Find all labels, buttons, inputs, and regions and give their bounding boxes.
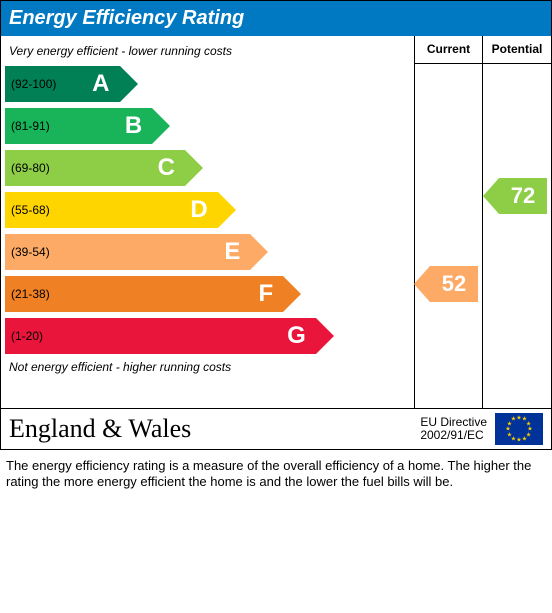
band-bar-d: (55-68) D [5, 192, 218, 228]
current-pointer: 52 [430, 266, 478, 302]
flag-star-icon: ★ [522, 435, 527, 442]
band-range: (55-68) [5, 192, 50, 228]
current-pointer-value: 52 [442, 271, 466, 297]
potential-column: Potential 72 [483, 36, 551, 408]
eu-flag-icon: ★★★★★★★★★★★★ [495, 413, 543, 445]
band-range: (69-80) [5, 150, 50, 186]
band-letter: B [125, 108, 152, 144]
flag-star-icon: ★ [511, 416, 516, 423]
chart-grid: Very energy efficient - lower running co… [1, 36, 551, 408]
band-bar-e: (39-54) E [5, 234, 250, 270]
footer-row: England & Wales EU Directive 2002/91/EC … [1, 408, 551, 449]
epc-chart: Energy Efficiency Rating Very energy eff… [0, 0, 552, 450]
current-column: Current 52 [415, 36, 483, 408]
band-letter: E [224, 234, 250, 270]
directive-line2: 2002/91/EC [420, 429, 487, 442]
band-range: (39-54) [5, 234, 50, 270]
band-letter: A [92, 66, 119, 102]
hint-top: Very energy efficient - lower running co… [5, 42, 414, 62]
region-label: England & Wales [9, 414, 420, 444]
band-row: (39-54) E [5, 232, 414, 272]
current-body: 52 [415, 64, 482, 408]
hint-bottom: Not energy efficient - higher running co… [5, 358, 414, 378]
band-bar-b: (81-91) B [5, 108, 152, 144]
caption-text: The energy efficiency rating is a measur… [0, 450, 552, 501]
potential-header: Potential [483, 36, 551, 64]
band-bar-a: (92-100) A [5, 66, 120, 102]
potential-body: 72 [483, 64, 551, 408]
band-range: (1-20) [5, 318, 43, 354]
band-bar-f: (21-38) F [5, 276, 283, 312]
band-row: (21-38) F [5, 274, 414, 314]
band-row: (69-80) C [5, 148, 414, 188]
band-range: (21-38) [5, 276, 50, 312]
flag-star-icon: ★ [516, 437, 521, 444]
current-header: Current [415, 36, 482, 64]
potential-pointer: 72 [499, 178, 547, 214]
band-range: (92-100) [5, 66, 56, 102]
potential-pointer-value: 72 [511, 183, 535, 209]
band-letter: G [287, 318, 316, 354]
band-range: (81-91) [5, 108, 50, 144]
band-letter: C [158, 150, 185, 186]
band-letter: D [190, 192, 217, 228]
band-row: (55-68) D [5, 190, 414, 230]
bands-column: Very energy efficient - lower running co… [1, 36, 415, 408]
band-bar-g: (1-20) G [5, 318, 316, 354]
chart-title: Energy Efficiency Rating [1, 1, 551, 36]
eu-directive: EU Directive 2002/91/EC [420, 416, 487, 442]
bars-container: (92-100) A (81-91) B (69-80) C (55-68) D (39-54)… [5, 64, 414, 356]
band-row: (92-100) A [5, 64, 414, 104]
band-letter: F [258, 276, 283, 312]
band-row: (81-91) B [5, 106, 414, 146]
band-row: (1-20) G [5, 316, 414, 356]
band-bar-c: (69-80) C [5, 150, 185, 186]
